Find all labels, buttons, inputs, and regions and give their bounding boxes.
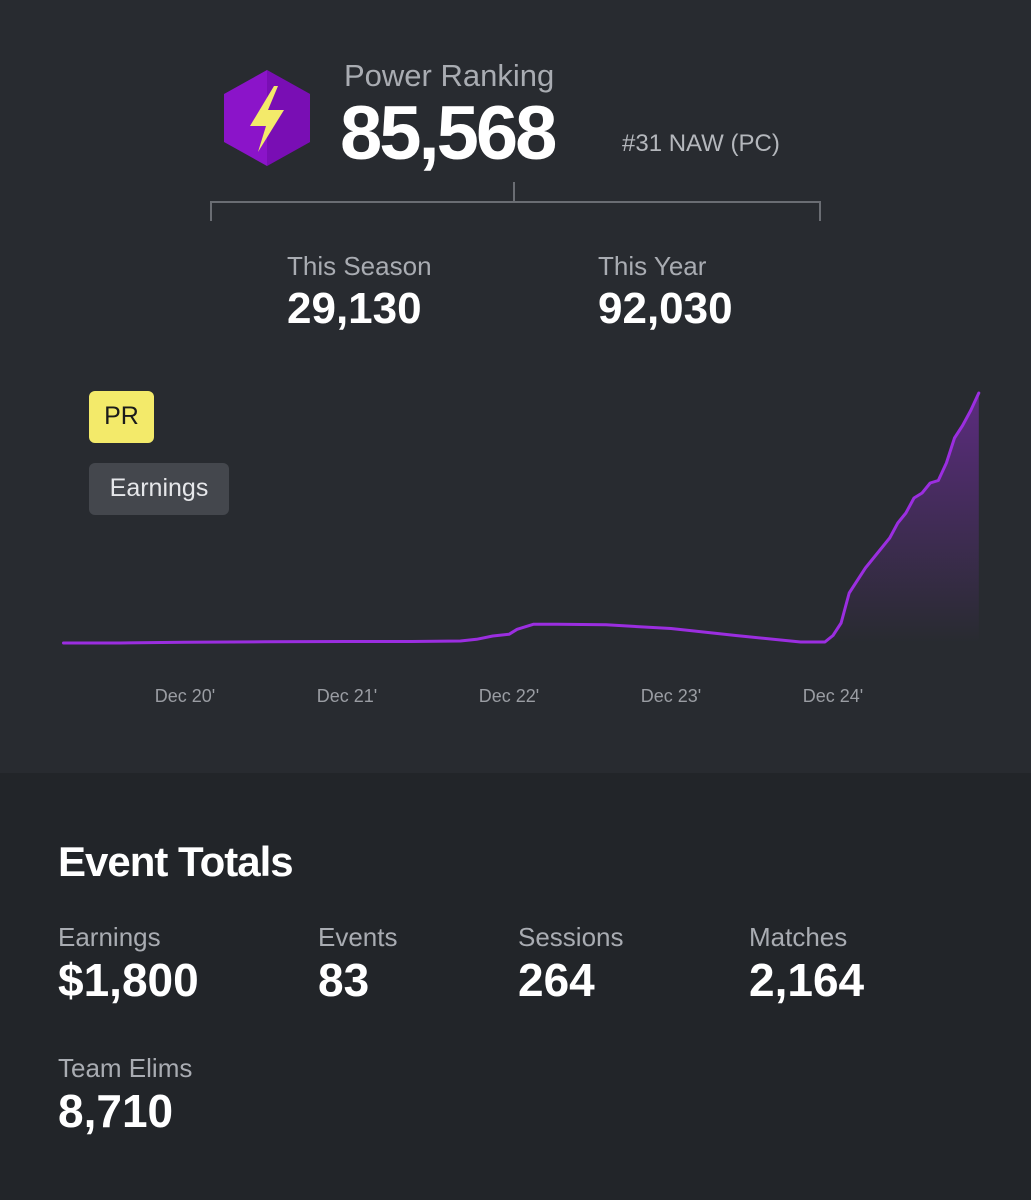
sessions-label: Sessions — [518, 922, 624, 952]
chart-series-line — [62, 391, 981, 645]
team-elims-value: 8,710 — [58, 1085, 174, 1137]
team-elims-label: Team Elims — [58, 1053, 193, 1083]
power-ranking-chart: Dec 20' Dec 21' Dec 22' Dec 23' Dec 24' — [62, 391, 981, 706]
matches-label: Matches — [749, 922, 848, 952]
events-stat: Events 83 — [318, 922, 398, 1007]
this-season-stat: This Season 29,130 — [287, 251, 432, 334]
x-tick-label: Dec 24' — [803, 686, 863, 706]
x-tick-label: Dec 22' — [479, 686, 539, 706]
matches-stat: Matches 2,164 — [749, 922, 864, 1007]
this-year-value: 92,030 — [598, 284, 733, 333]
team-elims-stat: Team Elims 8,710 — [58, 1053, 192, 1138]
x-tick-label: Dec 20' — [155, 686, 215, 706]
matches-value: 2,164 — [749, 954, 865, 1006]
this-year-label: This Year — [598, 251, 707, 281]
event-totals-panel: Event Totals — [0, 773, 1031, 1200]
earnings-label: Earnings — [58, 922, 161, 952]
this-season-value: 29,130 — [287, 284, 422, 333]
event-totals-title: Event Totals — [58, 838, 294, 885]
this-year-stat: This Year 92,030 — [598, 251, 733, 334]
lightning-hexagon-icon — [224, 70, 310, 166]
power-ranking-panel: Power Ranking 85,568 #31 NAW (PC) This S… — [62, 58, 981, 706]
sessions-value: 264 — [518, 954, 595, 1006]
events-label: Events — [318, 922, 398, 952]
chart-area-fill — [833, 393, 979, 643]
pr-toggle-button[interactable]: PR — [89, 391, 154, 443]
x-tick-label: Dec 23' — [641, 686, 701, 706]
bracket-connector — [210, 182, 821, 221]
power-ranking-value: 85,568 — [340, 91, 557, 176]
x-tick-label: Dec 21' — [317, 686, 377, 706]
sessions-stat: Sessions 264 — [518, 922, 624, 1007]
earnings-toggle-button[interactable]: Earnings — [89, 463, 229, 515]
regional-rank: #31 NAW (PC) — [622, 130, 780, 157]
power-ranking-label: Power Ranking — [344, 58, 555, 93]
earnings-stat: Earnings $1,800 — [58, 922, 199, 1007]
earnings-value: $1,800 — [58, 954, 199, 1006]
this-season-label: This Season — [287, 251, 432, 281]
events-value: 83 — [318, 954, 370, 1006]
